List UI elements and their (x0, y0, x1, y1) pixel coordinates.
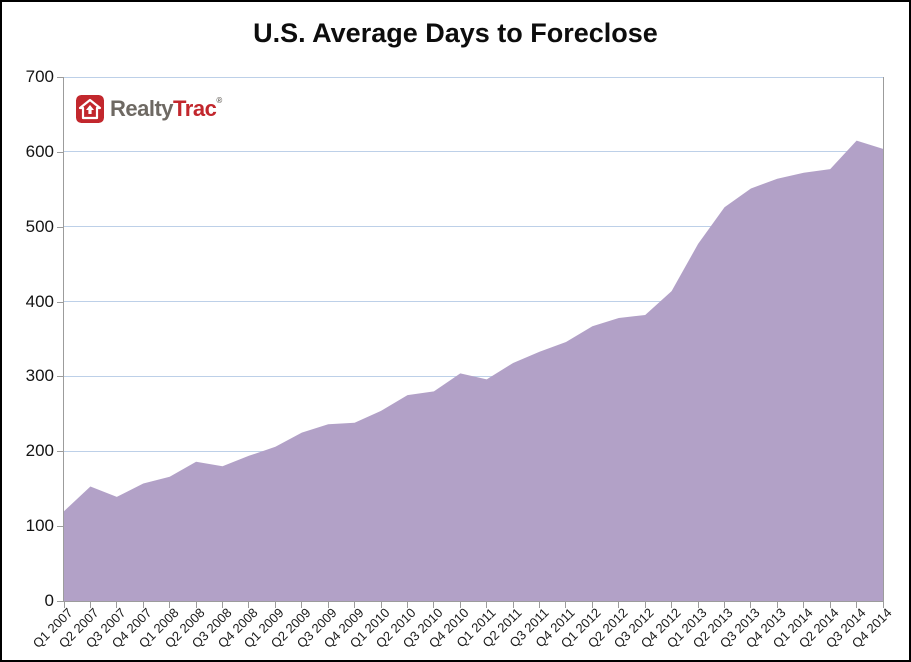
x-tick (63, 602, 65, 608)
x-tick (723, 602, 725, 608)
x-tick (697, 602, 699, 608)
y-axis-label: 0 (44, 591, 54, 610)
area-series (64, 140, 883, 601)
gridline-500 (64, 226, 883, 228)
x-tick (169, 602, 171, 608)
x-tick (512, 602, 514, 608)
y-tick (57, 376, 63, 378)
x-tick (406, 602, 408, 608)
x-tick (222, 602, 224, 608)
x-tick (856, 602, 858, 608)
y-tick (57, 151, 63, 153)
y-axis-label: 400 (25, 291, 54, 311)
area-polygon (64, 140, 883, 601)
logo-text-trac: Trac (173, 96, 217, 121)
x-tick (274, 602, 276, 608)
plot-right-border (883, 77, 884, 601)
x-tick (301, 602, 303, 608)
x-tick (803, 602, 805, 608)
gridline-600 (64, 151, 883, 153)
gridline-400 (64, 301, 883, 303)
y-tick (57, 226, 63, 228)
x-tick (671, 602, 673, 608)
y-axis-label: 700 (25, 67, 54, 86)
x-tick (539, 602, 541, 608)
x-tick (882, 602, 884, 608)
y-axis-label: 500 (25, 216, 54, 236)
logo-text-realty: Realty (110, 96, 174, 121)
y-axis-label: 600 (25, 141, 54, 161)
y-axis-label: 100 (25, 516, 54, 536)
y-tick (57, 526, 63, 528)
y-axis-line (63, 77, 64, 601)
x-tick (327, 602, 329, 608)
plot-area (63, 76, 884, 602)
y-axis-label: 300 (25, 366, 54, 386)
x-tick (644, 602, 646, 608)
x-tick (829, 602, 831, 608)
y-tick (57, 301, 63, 303)
x-tick (380, 602, 382, 608)
logo-registered-mark: ® (216, 96, 222, 105)
x-tick (433, 602, 435, 608)
gridline-700 (64, 76, 883, 78)
x-tick (142, 602, 144, 608)
realtytrac-house-icon (76, 95, 104, 123)
x-tick (248, 602, 250, 608)
x-tick (776, 602, 778, 608)
x-axis-line (63, 601, 884, 602)
realtytrac-logo: RealtyTrac® (76, 95, 222, 123)
x-tick (354, 602, 356, 608)
chart-title: U.S. Average Days to Foreclose (253, 18, 658, 48)
y-tick (57, 451, 63, 453)
y-tick (57, 601, 63, 602)
x-tick (565, 602, 567, 608)
x-tick (116, 602, 118, 608)
x-tick (750, 602, 752, 608)
x-tick (486, 602, 488, 608)
x-tick (195, 602, 197, 608)
y-tick (57, 77, 63, 78)
logo-text: RealtyTrac® (110, 96, 222, 122)
y-axis-label: 200 (25, 441, 54, 461)
x-tick (591, 602, 593, 608)
x-tick (89, 602, 91, 608)
x-tick (618, 602, 620, 608)
x-tick (459, 602, 461, 608)
